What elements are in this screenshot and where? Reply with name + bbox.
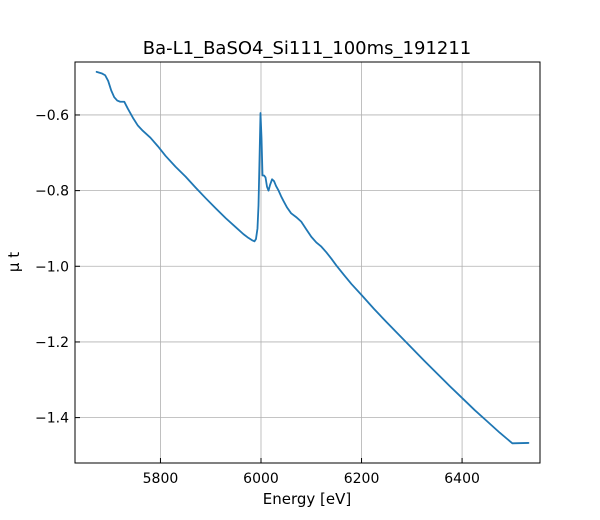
x-tick-label: 6200 bbox=[344, 471, 380, 487]
series-group bbox=[95, 70, 530, 445]
grid bbox=[75, 62, 540, 463]
y-axis-label: μ t bbox=[5, 252, 23, 272]
chart-title: Ba-L1_BaSO4_Si111_100ms_191211 bbox=[143, 38, 472, 59]
y-tick-label: −0.8 bbox=[35, 184, 69, 200]
y-tick-label: −0.6 bbox=[35, 108, 69, 124]
y-tick-label: −1.2 bbox=[35, 335, 69, 351]
series-line-0 bbox=[95, 70, 530, 445]
y-tick-label: −1.0 bbox=[35, 259, 69, 275]
ticks: 5800 6000 6200 6400 −0.6 −0.8 −1.0 −1.2 −1.4 bbox=[35, 108, 480, 487]
x-tick-label: 6000 bbox=[243, 471, 279, 487]
plot-frame bbox=[74, 61, 541, 464]
x-axis-label: Energy [eV] bbox=[263, 490, 351, 508]
x-tick-label: 5800 bbox=[143, 471, 179, 487]
y-tick-label: −1.4 bbox=[35, 411, 69, 427]
x-tick-label: 6400 bbox=[444, 471, 480, 487]
